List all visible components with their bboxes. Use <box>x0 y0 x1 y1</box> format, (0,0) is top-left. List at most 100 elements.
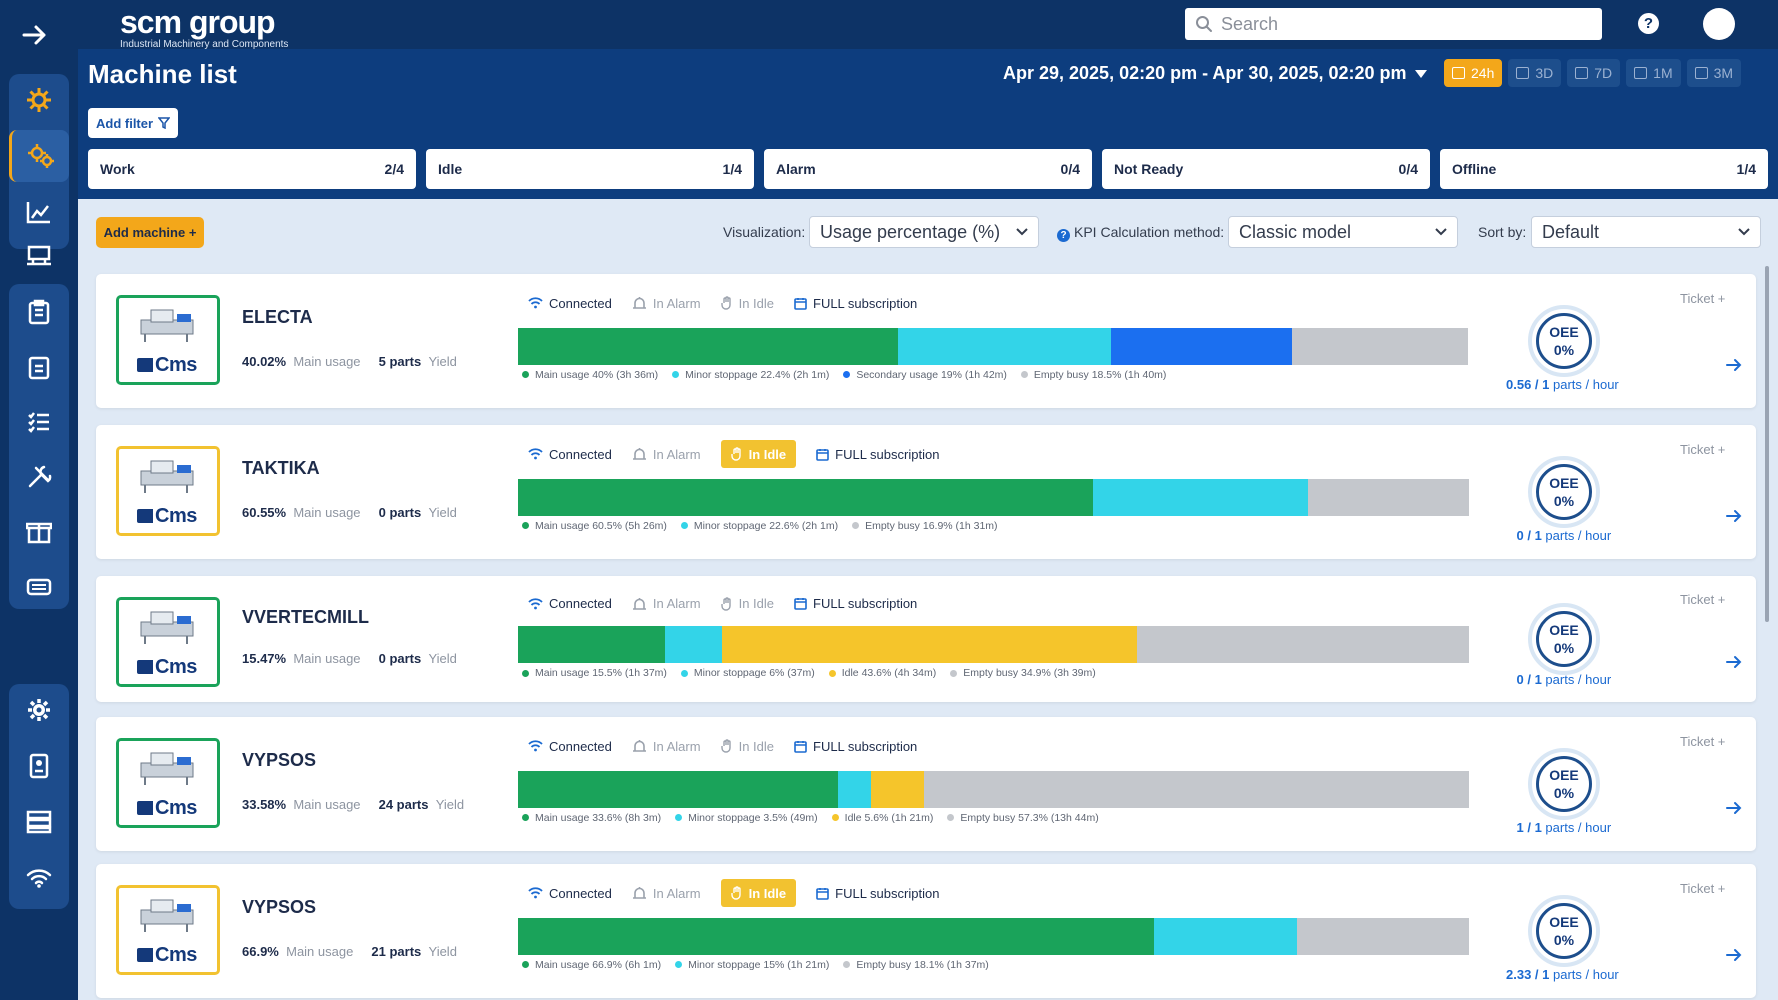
period-1m-button[interactable]: 1M <box>1626 59 1681 87</box>
usage-segment-empty-busy[interactable] <box>1308 478 1469 516</box>
sort-by-select[interactable]: Default <box>1531 216 1761 248</box>
sidebar-item-devices[interactable] <box>9 740 69 792</box>
usage-bar[interactable] <box>518 478 1469 516</box>
open-machine-arrow-icon[interactable] <box>1726 653 1742 674</box>
status-card-offline[interactable]: Offline 1/4 <box>1440 149 1768 189</box>
usage-segment-main-usage[interactable] <box>518 770 838 808</box>
machine-name[interactable]: VVERTECMILL <box>242 606 370 627</box>
sidebar-item-reports[interactable] <box>9 286 69 338</box>
machine-name[interactable]: TAKTIKA <box>242 458 320 479</box>
usage-segment-empty-busy[interactable] <box>1292 327 1469 365</box>
machine-name[interactable]: VYPSOS <box>242 897 317 918</box>
usage-segment-main-usage[interactable] <box>518 478 1094 516</box>
legend-item: Secondary usage 19% (1h 42m) <box>843 369 1007 381</box>
kpi-method-select[interactable]: Classic model <box>1228 216 1458 248</box>
status-card-idle[interactable]: Idle 1/4 <box>426 149 754 189</box>
usage-bar[interactable] <box>518 917 1469 955</box>
scrollbar[interactable] <box>1765 266 1769 622</box>
machine-thumbnail[interactable]: Cms <box>116 738 220 828</box>
machine-card[interactable]: Cms ELECTA 40.02% Main usage 5 parts Yie… <box>96 274 1756 408</box>
sidebar-item-connectivity[interactable] <box>9 852 69 904</box>
sidebar-item-spare-parts[interactable] <box>9 506 69 558</box>
usage-segment-minor-stoppage[interactable] <box>837 770 871 808</box>
usage-segment-minor-stoppage[interactable] <box>1093 478 1309 516</box>
date-range-picker[interactable]: Apr 29, 2025, 02:20 pm - Apr 30, 2025, 0… <box>1003 63 1427 84</box>
open-machine-arrow-icon[interactable] <box>1726 507 1742 528</box>
usage-segment-main-usage[interactable] <box>518 626 666 664</box>
machine-thumbnail[interactable]: Cms <box>116 597 220 687</box>
period-7d-button[interactable]: 7D <box>1567 59 1621 87</box>
visualization-select[interactable]: Usage percentage (%) <box>809 216 1039 248</box>
sidebar-item-servers[interactable] <box>9 796 69 848</box>
parts-value: 0 parts <box>378 651 422 667</box>
expand-sidebar-arrow-icon[interactable] <box>22 22 48 52</box>
usage-segment-secondary-usage[interactable] <box>1111 327 1293 365</box>
machine-card[interactable]: Cms VYPSOS 33.58% Main usage 24 parts Yi… <box>96 717 1756 851</box>
sidebar-item-checklist[interactable] <box>9 396 69 448</box>
usage-segment-empty-busy[interactable] <box>1296 917 1469 955</box>
parts-rate-value: 2.33 / 1 <box>1506 966 1550 982</box>
search-input[interactable]: Search <box>1185 8 1602 40</box>
sidebar-item-production[interactable] <box>9 234 69 278</box>
add-filter-button[interactable]: Add filter <box>88 108 179 138</box>
sort-by-label: Sort by: <box>1478 224 1527 240</box>
add-filter-label: Add filter <box>96 115 154 131</box>
status-card-alarm[interactable]: Alarm 0/4 <box>764 149 1092 189</box>
ticket-button[interactable]: Ticket + <box>1680 441 1726 457</box>
sidebar-item-maintenance[interactable] <box>9 451 69 503</box>
usage-segment-empty-busy[interactable] <box>1137 626 1469 664</box>
machine-name[interactable]: VYPSOS <box>242 750 317 771</box>
sidebar-group-tools <box>9 284 69 609</box>
period-24h-button[interactable]: 24h <box>1444 59 1503 87</box>
open-machine-arrow-icon[interactable] <box>1726 946 1742 967</box>
machine-card[interactable]: Cms VVERTECMILL 15.47% Main usage 0 part… <box>96 576 1756 702</box>
calendar-icon <box>794 598 807 611</box>
status-card-work[interactable]: Work 2/4 <box>88 149 416 189</box>
usage-segment-idle[interactable] <box>870 770 925 808</box>
ticket-button[interactable]: Ticket + <box>1680 290 1726 306</box>
parts-rate-unit: parts / hour <box>1545 672 1612 688</box>
open-machine-arrow-icon[interactable] <box>1726 799 1742 820</box>
help-icon[interactable]: ? <box>1638 13 1659 34</box>
usage-segment-main-usage[interactable] <box>518 327 899 365</box>
usage-segment-idle[interactable] <box>722 626 1138 664</box>
sidebar-item-settings[interactable] <box>9 684 69 736</box>
usage-segment-main-usage[interactable] <box>518 917 1155 955</box>
machine-card[interactable]: Cms TAKTIKA 60.55% Main usage 0 parts Yi… <box>96 425 1756 559</box>
oee-gauge: OEE 0% <box>1528 305 1600 377</box>
usage-bar[interactable] <box>518 327 1469 365</box>
period-3d-button[interactable]: 3D <box>1508 59 1562 87</box>
usage-segment-empty-busy[interactable] <box>924 770 1469 808</box>
sidebar-item-tasks[interactable] <box>9 341 69 393</box>
period-3m-button[interactable]: 3M <box>1686 59 1742 87</box>
sidebar-item-analytics[interactable] <box>9 186 69 238</box>
sidebar-item-machines[interactable] <box>9 130 69 182</box>
main-usage-value: 40.02% <box>242 354 287 370</box>
sidebar-item-plant[interactable] <box>9 74 69 126</box>
user-avatar[interactable] <box>1703 8 1735 40</box>
machine-name[interactable]: ELECTA <box>242 307 313 328</box>
open-machine-arrow-icon[interactable] <box>1726 356 1742 377</box>
legend-label: Minor stoppage 3.5% (49m) <box>688 811 818 824</box>
sidebar-item-tickets[interactable] <box>9 561 69 613</box>
scm-group-logo[interactable]: scm group Industrial Machinery and Compo… <box>120 4 288 50</box>
ticket-button[interactable]: Ticket + <box>1680 880 1726 896</box>
machine-thumbnail[interactable]: Cms <box>116 446 220 536</box>
machine-thumbnail[interactable]: Cms <box>116 295 220 385</box>
status-card-not-ready[interactable]: Not Ready 0/4 <box>1102 149 1430 189</box>
in-idle-flag: In Idle <box>720 739 774 754</box>
usage-bar[interactable] <box>518 626 1469 664</box>
main-usage-value: 60.55% <box>242 505 287 521</box>
ticket-button[interactable]: Ticket + <box>1680 733 1726 749</box>
usage-segment-minor-stoppage[interactable] <box>665 626 723 664</box>
usage-segment-minor-stoppage[interactable] <box>898 327 1112 365</box>
wifi-icon <box>528 598 543 610</box>
ticket-button[interactable]: Ticket + <box>1680 591 1726 607</box>
machine-icon <box>27 245 51 266</box>
machine-card[interactable]: Cms VYPSOS 66.9% Main usage 21 parts Yie… <box>96 864 1756 998</box>
info-icon[interactable]: ? <box>1057 229 1070 242</box>
add-machine-button[interactable]: Add machine + <box>96 217 204 248</box>
machine-thumbnail[interactable]: Cms <box>116 885 220 975</box>
usage-bar[interactable] <box>518 770 1469 808</box>
usage-segment-minor-stoppage[interactable] <box>1154 917 1297 955</box>
